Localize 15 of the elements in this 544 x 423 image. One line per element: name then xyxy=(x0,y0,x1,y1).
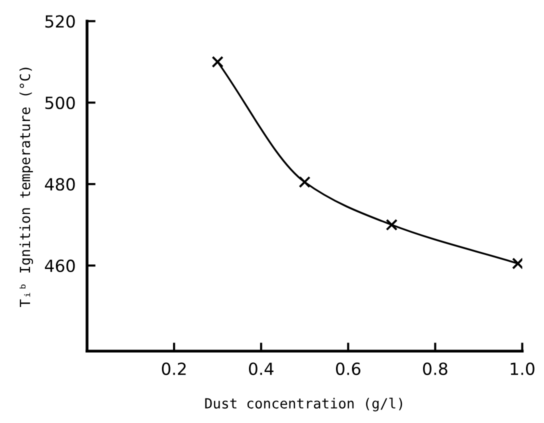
y-tick-label: 480 xyxy=(44,178,75,191)
x-tick-label: 1.0 xyxy=(510,362,534,376)
point xyxy=(512,258,522,270)
y-tick-label: 460 xyxy=(44,260,75,272)
point xyxy=(298,176,311,188)
x-tick-label: 0.8 xyxy=(423,362,448,376)
y-axis-title: Tᵢᵇ Ignition temperature (°C) xyxy=(19,68,34,308)
y-tick-label: 520 xyxy=(45,15,75,28)
y-tick-label: 500 xyxy=(45,96,75,110)
x-tick-label: 0.6 xyxy=(336,362,360,376)
point xyxy=(212,56,224,68)
x-axis-title: Dust concentration (g/l) xyxy=(205,398,402,412)
x-tick-label: 0.4 xyxy=(248,362,274,376)
point xyxy=(386,218,398,231)
x-tick-label: 0.2 xyxy=(162,362,186,376)
